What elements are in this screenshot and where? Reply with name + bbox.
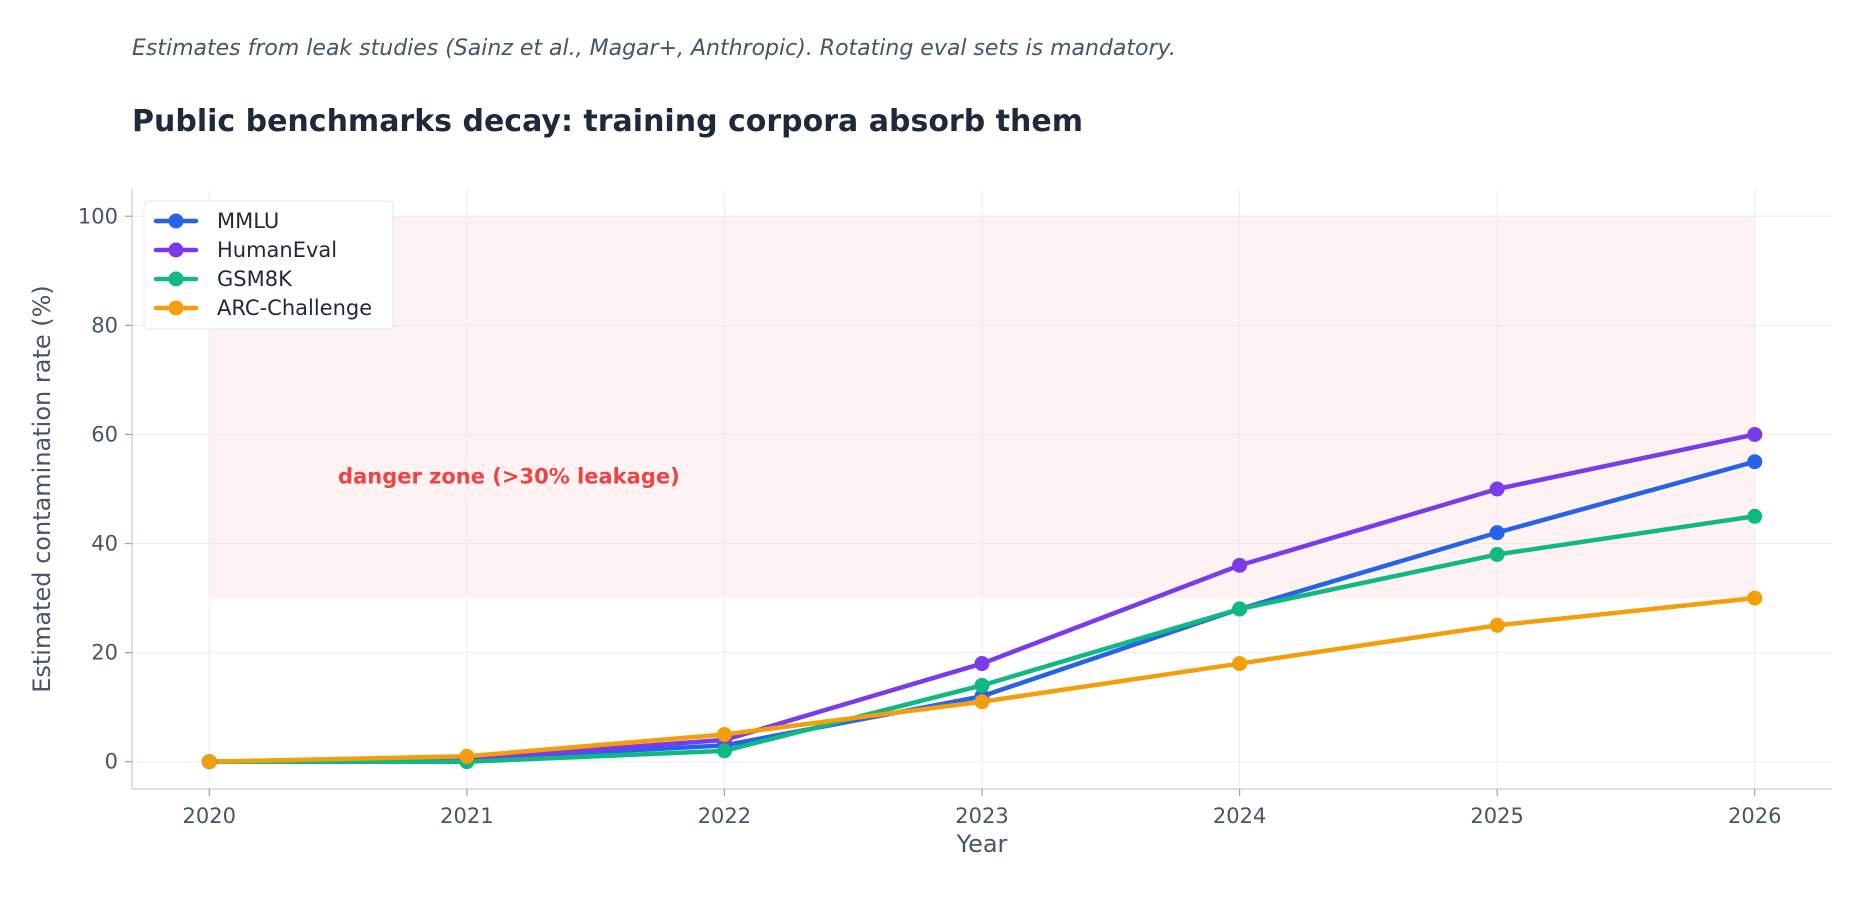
axes-layer: 2020 2021 2022 2023 2024 2025 2026 0 20 40 60 80 100 <box>78 189 1832 828</box>
legend-label: MMLU <box>217 209 279 233</box>
legend-swatch-marker <box>168 213 184 229</box>
y-tick-label: 80 <box>91 313 118 337</box>
y-tick-label: 100 <box>78 204 118 228</box>
y-tick-label: 60 <box>91 422 118 446</box>
data-point-mmlu <box>1489 525 1505 541</box>
y-axis-label: Estimated contamination rate (%) <box>28 285 56 693</box>
x-tick-label: 2021 <box>440 804 493 828</box>
data-point-arc-challenge <box>1232 656 1248 672</box>
legend-box <box>143 200 394 330</box>
chart-subtitle: Estimates from leak studies (Sainz et al… <box>132 36 1176 61</box>
data-point-arc-challenge <box>459 748 475 764</box>
data-point-arc-challenge <box>1489 617 1505 633</box>
data-point-arc-challenge <box>201 754 217 770</box>
x-tick-label: 2024 <box>1213 804 1266 828</box>
legend-swatch-marker <box>168 271 184 287</box>
legend-swatch-marker <box>168 300 184 316</box>
data-point-humaneval <box>1489 481 1505 497</box>
legend-label: GSM8K <box>217 267 293 291</box>
data-point-gsm8k <box>974 677 990 693</box>
data-point-gsm8k <box>1489 546 1505 562</box>
legend: MMLU HumanEval GSM8K ARC-Challenge <box>143 200 394 330</box>
data-point-humaneval <box>1747 426 1763 442</box>
chart-title: Public benchmarks decay: training corpor… <box>132 104 1083 139</box>
data-point-arc-challenge <box>1747 590 1763 606</box>
legend-label: HumanEval <box>217 238 337 262</box>
y-tick-label: 20 <box>91 641 118 665</box>
legend-label: ARC-Challenge <box>217 296 372 320</box>
x-tick-label: 2023 <box>955 804 1008 828</box>
series-layer <box>201 426 1763 770</box>
x-tick-label: 2020 <box>183 804 236 828</box>
data-point-mmlu <box>1747 454 1763 470</box>
data-point-gsm8k <box>716 743 732 759</box>
x-tick-label: 2026 <box>1728 804 1781 828</box>
x-axis-label: Year <box>956 830 1008 858</box>
danger-zone-label: danger zone (>30% leakage) <box>338 465 680 489</box>
y-tick-label: 40 <box>91 532 118 556</box>
legend-swatch-marker <box>168 242 184 258</box>
data-point-gsm8k <box>1232 601 1248 617</box>
grid-layer <box>132 189 1832 789</box>
data-point-gsm8k <box>1747 508 1763 524</box>
data-point-humaneval <box>974 656 990 672</box>
x-tick-label: 2022 <box>698 804 751 828</box>
data-point-humaneval <box>1232 557 1248 573</box>
y-tick-label: 0 <box>105 750 118 774</box>
data-point-arc-challenge <box>974 694 990 710</box>
x-tick-label: 2025 <box>1470 804 1523 828</box>
data-point-arc-challenge <box>716 726 732 742</box>
